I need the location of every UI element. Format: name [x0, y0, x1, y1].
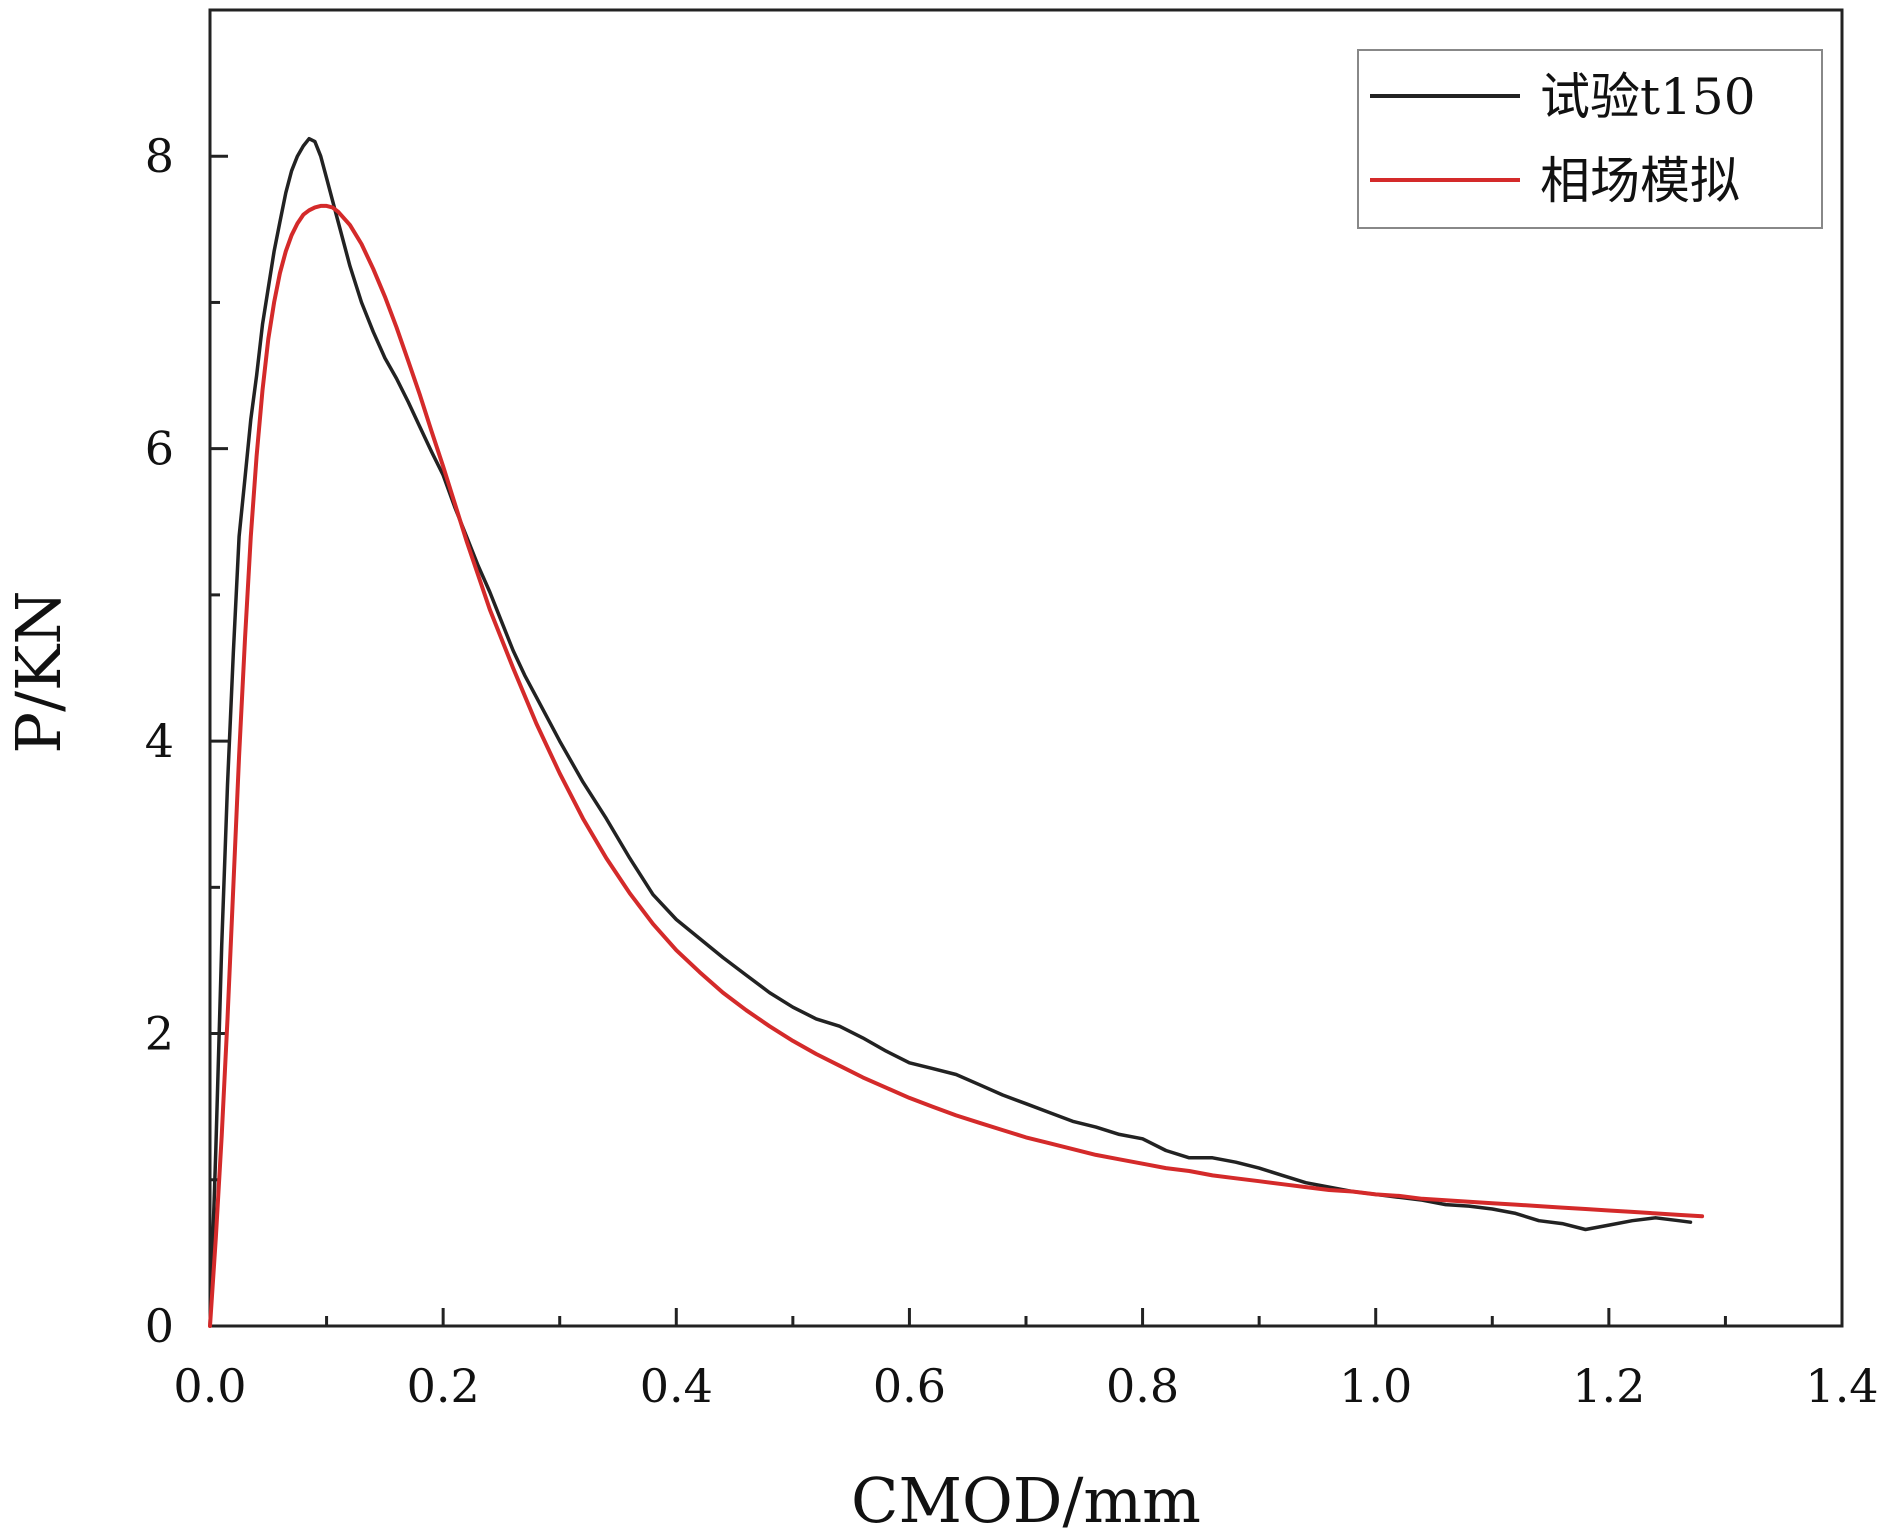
x-tick-label: 0.0: [173, 1359, 246, 1413]
y-tick-label: 4: [145, 714, 174, 768]
legend-label-simulation: 相场模拟: [1540, 152, 1740, 210]
x-tick-label: 0.2: [407, 1359, 480, 1413]
y-axis-title: P/KN: [2, 590, 75, 753]
x-tick-label: 1.2: [1572, 1359, 1645, 1413]
axis-ticks: [208, 154, 1844, 1328]
legend: 试验t150 相场模拟: [1357, 49, 1823, 229]
x-axis-title: CMOD/mm: [851, 1464, 1201, 1532]
x-tick-label: 0.6: [873, 1359, 946, 1413]
series-line-experiment: [208, 136, 1693, 1328]
y-tick-label: 0: [145, 1299, 174, 1353]
x-tick-label: 1.0: [1339, 1359, 1412, 1413]
y-tick-label: 6: [145, 422, 174, 476]
y-tick-label: 2: [145, 1007, 174, 1061]
series-line-simulation: [208, 203, 1705, 1328]
axis-tick-labels: 0.0 0.2 0.4 0.6 0.8 1.0 1.2 1.4 0 2 4 6 8: [145, 129, 1879, 1413]
x-tick-label: 1.4: [1805, 1359, 1878, 1413]
y-tick-label: 8: [145, 129, 174, 183]
legend-label-experiment: 试验t150: [1540, 68, 1756, 126]
x-tick-label: 0.8: [1106, 1359, 1179, 1413]
x-tick-label: 0.4: [640, 1359, 713, 1413]
series-layer: [208, 136, 1705, 1328]
legend-box: [1357, 49, 1823, 229]
